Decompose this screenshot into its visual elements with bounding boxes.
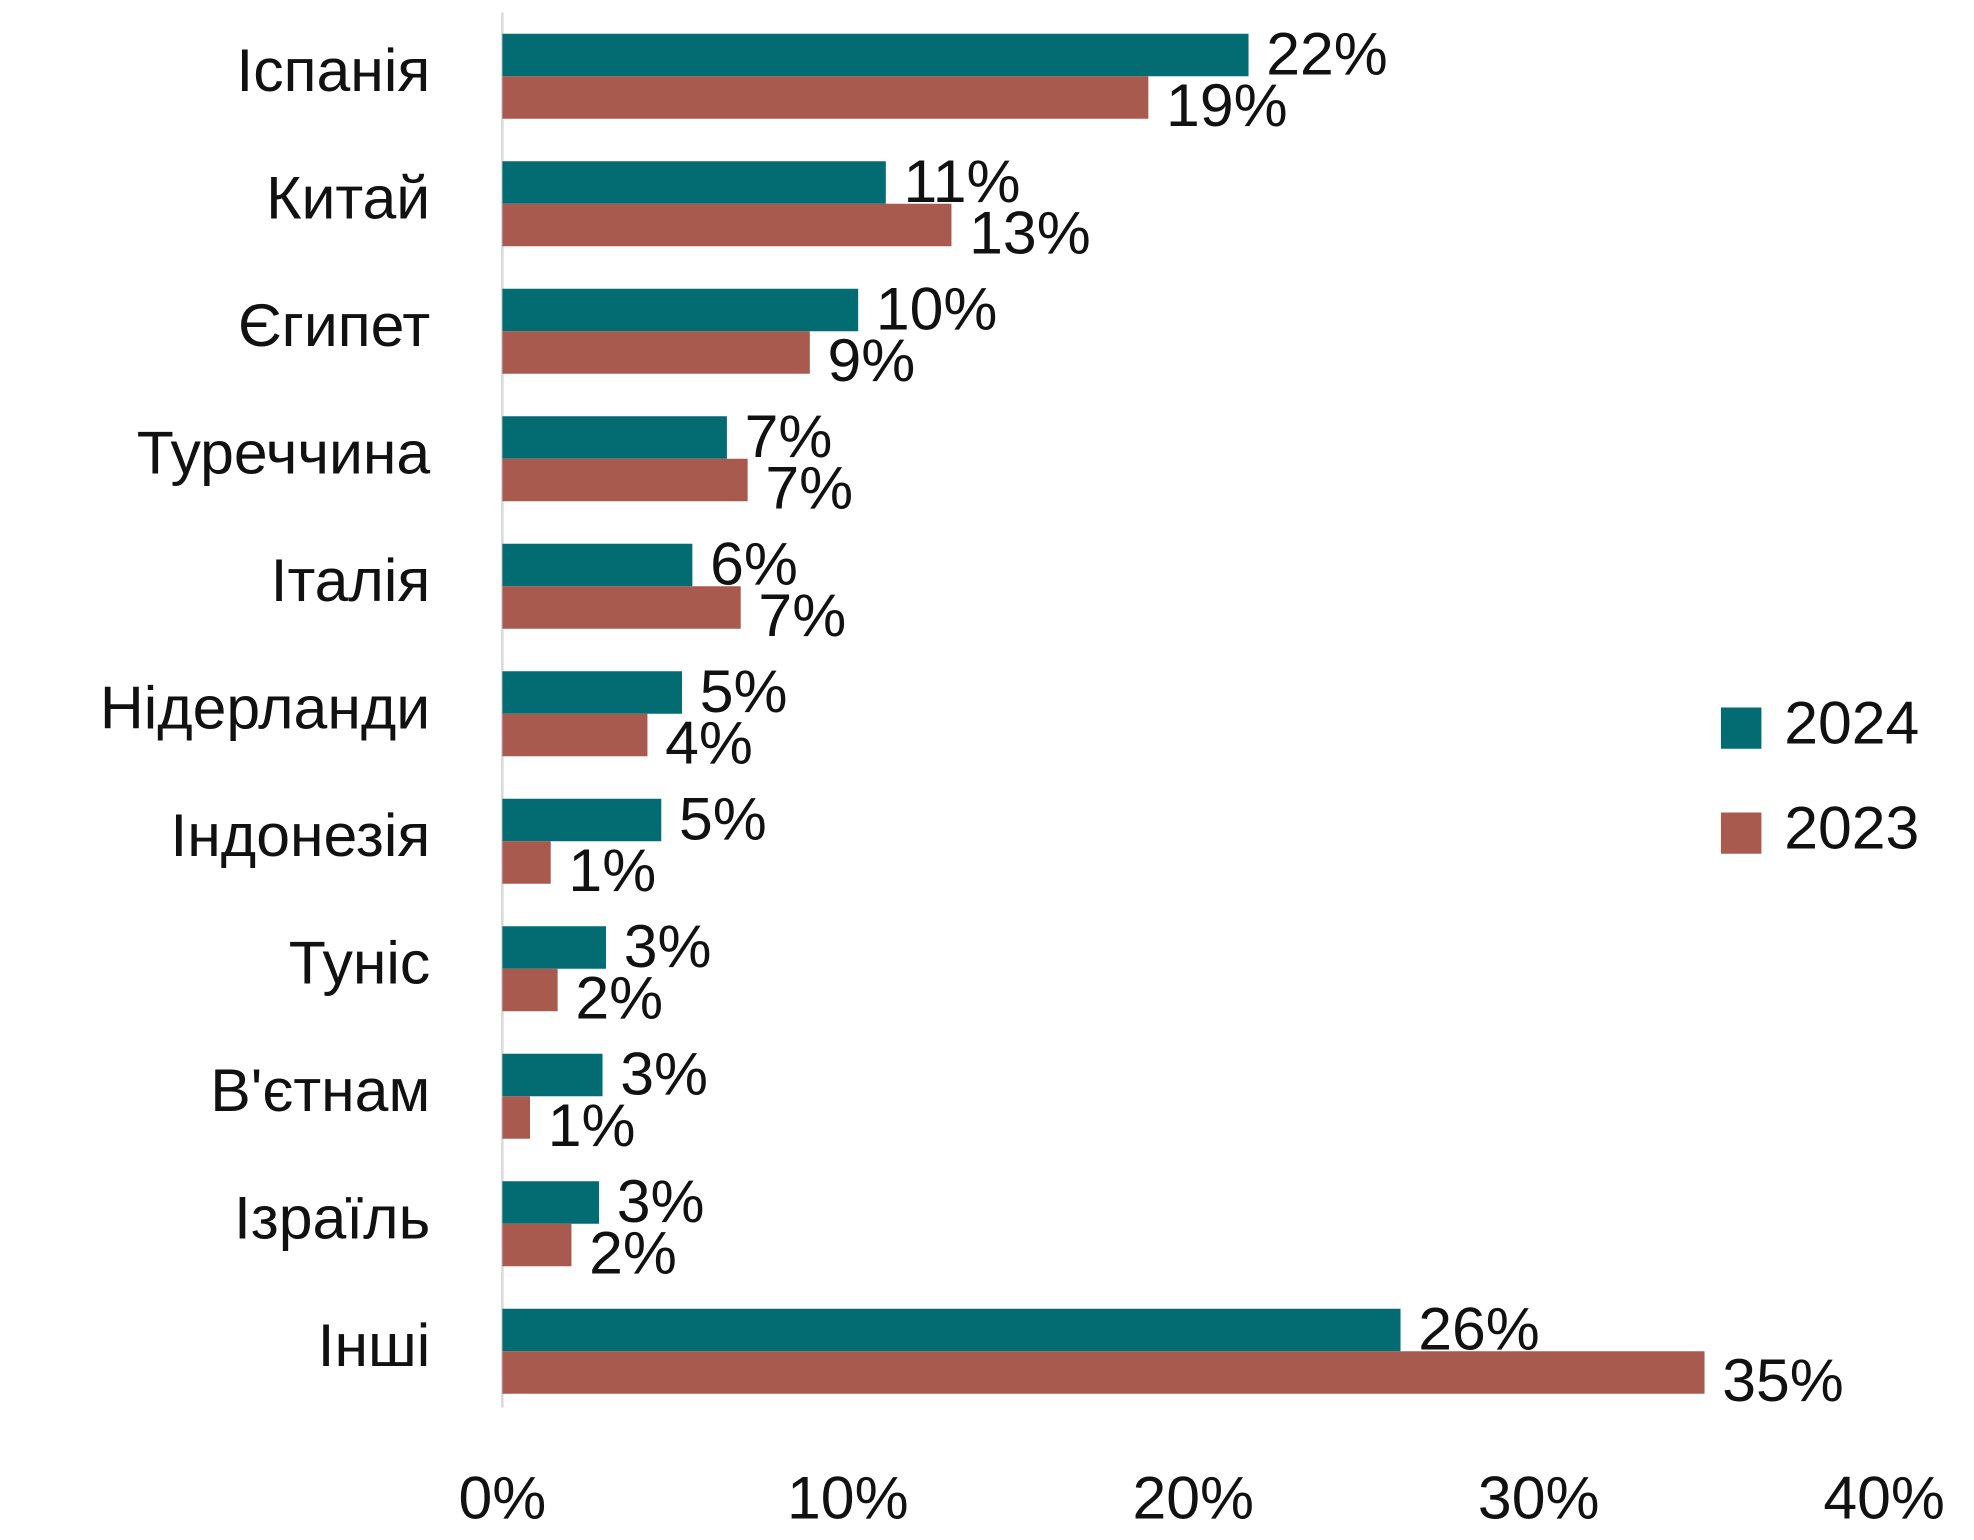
value-label: 5%: [700, 657, 788, 725]
value-label: 19%: [1166, 71, 1288, 139]
bar: [502, 1096, 530, 1139]
bar: [502, 458, 748, 502]
value-label: 2%: [589, 1219, 677, 1287]
x-tick-label: 0%: [458, 1464, 546, 1532]
y-tick-label: Іспанія: [236, 36, 430, 104]
bar: [502, 288, 859, 332]
value-label: 13%: [969, 199, 1091, 267]
bar: [502, 926, 606, 969]
value-label: 9%: [828, 326, 916, 394]
bar: [502, 76, 1149, 119]
value-label: 10%: [876, 275, 998, 343]
y-tick-label: Туреччина: [137, 419, 431, 487]
bar: [502, 543, 693, 587]
y-tick-label: В'єтнам: [210, 1056, 430, 1124]
value-label: 35%: [1722, 1346, 1844, 1414]
bar: [502, 1181, 600, 1224]
value-label: 4%: [665, 709, 753, 777]
legend-swatch: [1720, 812, 1762, 854]
value-label: 7%: [745, 402, 833, 470]
legend-swatch: [1720, 707, 1762, 749]
bar: [502, 203, 952, 247]
legend-label: 2024: [1784, 689, 1919, 757]
y-tick-label: Інші: [318, 1311, 431, 1379]
bar: [502, 671, 682, 714]
bar: [502, 161, 886, 204]
value-label: 22%: [1266, 20, 1388, 88]
value-label: 3%: [624, 912, 712, 980]
value-label: 1%: [548, 1091, 636, 1159]
bar: [502, 1223, 572, 1267]
bar: [502, 841, 551, 884]
x-tick-label: 30%: [1478, 1464, 1600, 1532]
bar: [502, 713, 648, 757]
x-tick-label: 40%: [1823, 1464, 1945, 1532]
y-tick-label: Італія: [271, 546, 431, 614]
y-tick-label: Нідерланди: [100, 674, 430, 742]
y-tick-label: Єгипет: [238, 291, 430, 359]
bar: [502, 416, 727, 459]
value-label: 7%: [758, 581, 846, 649]
value-label: 5%: [679, 785, 767, 853]
bar: [502, 1351, 1705, 1394]
bar: [502, 33, 1249, 77]
bar: [502, 586, 741, 629]
bar: [502, 1308, 1401, 1352]
y-tick-label: Китай: [266, 164, 430, 232]
value-label: 1%: [568, 836, 656, 904]
value-label: 2%: [575, 964, 663, 1032]
bar: [502, 1053, 603, 1097]
y-tick-label: Індонезія: [170, 801, 430, 869]
value-label: 3%: [620, 1040, 708, 1108]
value-label: 7%: [765, 454, 853, 522]
legend-label: 2023: [1784, 794, 1919, 862]
x-tick-label: 20%: [1132, 1464, 1254, 1532]
value-label: 3%: [617, 1167, 705, 1235]
y-tick-label: Туніс: [289, 929, 430, 997]
bar: [502, 331, 810, 374]
y-tick-label: Ізраїль: [234, 1184, 430, 1252]
x-tick-label: 10%: [787, 1464, 909, 1532]
bar: [502, 968, 558, 1012]
bar: [502, 798, 662, 842]
